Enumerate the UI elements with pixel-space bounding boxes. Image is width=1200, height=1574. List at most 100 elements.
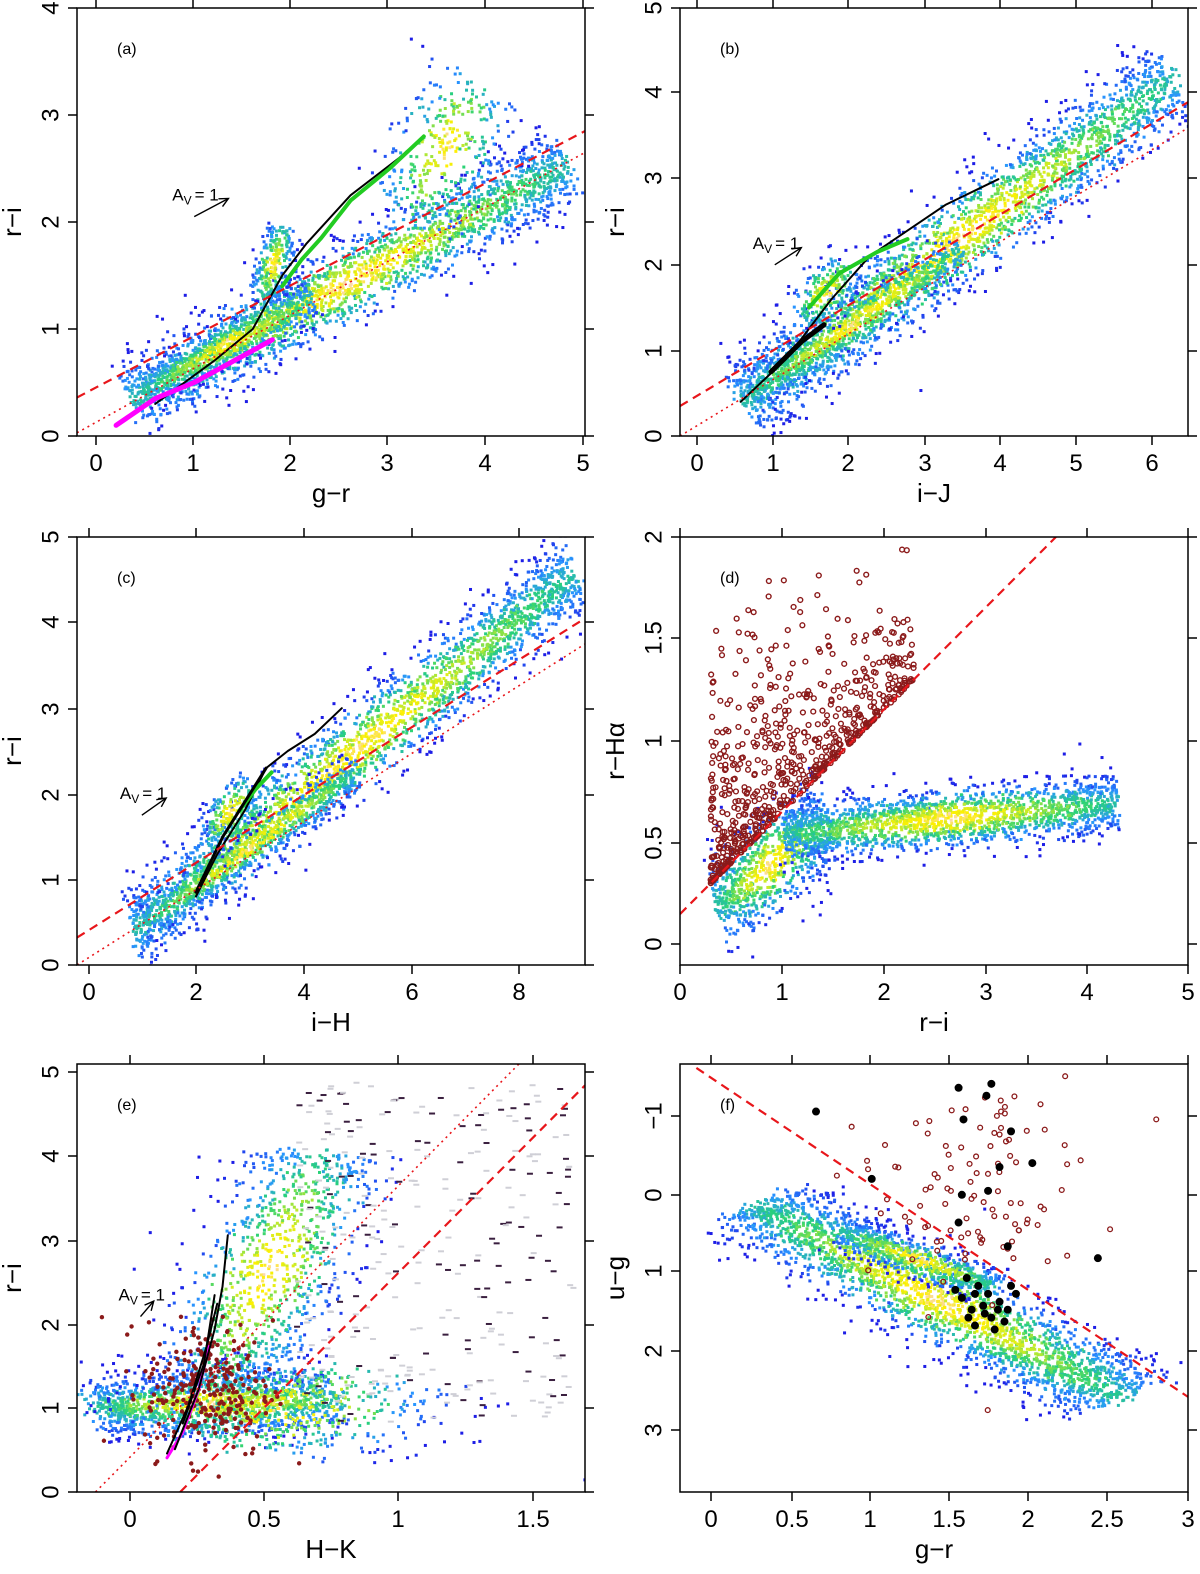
density-point — [376, 254, 380, 258]
density-point — [555, 138, 559, 142]
density-point — [432, 266, 436, 270]
density-point — [432, 267, 436, 271]
density-point — [196, 365, 200, 369]
density-point — [290, 244, 294, 248]
density-point — [345, 277, 349, 281]
density-point — [420, 97, 424, 101]
density-point — [1004, 218, 1008, 222]
density-point — [422, 172, 426, 176]
density-point — [988, 202, 992, 206]
density-point — [503, 191, 507, 195]
density-point — [198, 347, 202, 351]
density-point — [297, 303, 301, 307]
density-point — [473, 184, 477, 188]
density-point — [517, 211, 521, 215]
density-point — [294, 306, 298, 310]
density-point — [923, 234, 927, 238]
density-point — [127, 380, 131, 384]
density-point — [905, 312, 909, 316]
density-point — [326, 289, 330, 293]
density-point — [300, 298, 304, 302]
density-point — [292, 339, 296, 343]
density-point — [400, 197, 404, 201]
density-point — [532, 185, 536, 189]
density-point — [1062, 130, 1066, 134]
density-point — [405, 116, 409, 120]
density-point — [405, 243, 409, 247]
density-point — [363, 290, 367, 294]
density-point — [488, 107, 492, 111]
density-point — [551, 156, 555, 160]
density-point — [287, 317, 291, 321]
density-point — [454, 181, 458, 185]
density-point — [169, 387, 173, 391]
density-point — [137, 385, 141, 389]
density-point — [182, 334, 186, 338]
density-point — [248, 316, 252, 320]
density-point — [453, 72, 457, 76]
density-point — [1141, 124, 1145, 128]
density-point — [198, 367, 202, 371]
density-point — [935, 225, 939, 229]
density-point — [980, 272, 984, 276]
density-point — [260, 320, 264, 324]
density-point — [1154, 103, 1158, 107]
density-point — [256, 288, 260, 292]
density-point — [802, 365, 806, 369]
density-point — [416, 226, 420, 230]
density-point — [439, 95, 443, 99]
density-point — [325, 263, 329, 267]
density-point — [213, 337, 217, 341]
density-point — [1188, 110, 1191, 113]
density-point — [142, 382, 146, 386]
density-point — [972, 179, 976, 183]
density-point — [285, 309, 289, 313]
density-point — [326, 277, 330, 281]
density-point — [206, 360, 210, 364]
density-point — [251, 306, 255, 310]
x-tick-label: 0 — [89, 450, 102, 477]
density-point — [235, 353, 239, 357]
density-point — [530, 142, 534, 146]
density-point — [1169, 95, 1173, 99]
density-point — [438, 108, 442, 112]
density-point — [562, 162, 566, 166]
density-point — [507, 206, 511, 210]
density-point — [272, 323, 276, 327]
density-point — [279, 336, 283, 340]
density-point — [237, 335, 241, 339]
density-point — [189, 311, 193, 315]
density-point — [125, 376, 129, 380]
density-point — [458, 103, 462, 107]
density-point — [374, 260, 378, 264]
density-point — [263, 310, 267, 314]
density-point — [244, 360, 248, 364]
density-point — [482, 142, 486, 146]
density-point — [924, 288, 928, 292]
density-point — [510, 216, 514, 220]
density-point — [1042, 153, 1046, 157]
density-point — [294, 270, 298, 274]
density-point — [478, 257, 482, 261]
density-point — [457, 110, 461, 114]
density-point — [1067, 178, 1071, 182]
density-point — [379, 245, 383, 249]
density-point — [443, 198, 447, 202]
density-point — [968, 171, 972, 175]
density-point — [458, 72, 462, 76]
density-point — [492, 218, 496, 222]
density-point — [170, 359, 174, 363]
density-point — [325, 321, 329, 325]
density-point — [167, 373, 171, 377]
density-point — [479, 207, 483, 211]
density-point — [249, 321, 253, 325]
density-point — [450, 237, 454, 241]
density-point — [1020, 210, 1024, 214]
density-point — [263, 329, 267, 333]
density-point — [185, 369, 189, 373]
density-point — [799, 382, 803, 386]
density-point — [492, 219, 496, 223]
density-point — [304, 297, 308, 301]
density-point — [362, 274, 366, 278]
density-point — [389, 247, 393, 251]
